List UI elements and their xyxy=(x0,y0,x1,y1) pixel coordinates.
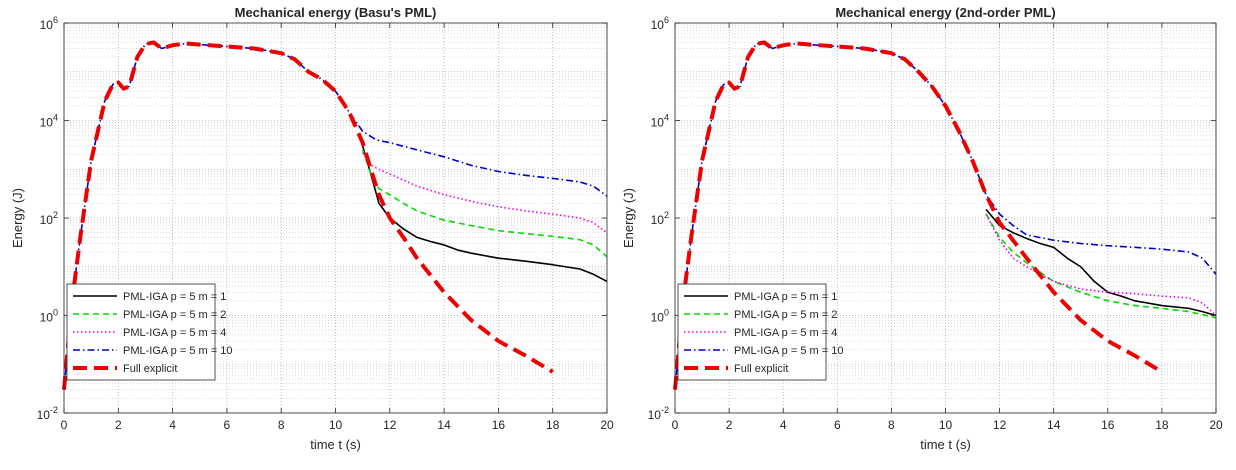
y-tick-label: 104 xyxy=(651,113,669,130)
chart-panel-1: 0 2 4 6 8 10 12 14 16 18 20 10-2 100 102 104 106 Mechani… xyxy=(10,5,614,452)
x-tick-label: 16 xyxy=(1101,418,1115,432)
legend-label-5: Full explicit xyxy=(734,363,788,375)
y-tick-label: 100 xyxy=(651,308,669,325)
chart-title: Mechanical energy (Basu's PML) xyxy=(235,5,437,20)
series-line-3 xyxy=(985,213,1217,317)
x-tick-label: 14 xyxy=(1047,418,1061,432)
legend-label-2: PML-IGA p = 5 m = 2 xyxy=(734,309,837,321)
x-tick-label: 18 xyxy=(1155,418,1169,432)
y-axis-label: Energy (J) xyxy=(10,188,25,248)
y-tick-label: 102 xyxy=(651,210,669,227)
legend-label-4: PML-IGA p = 5 m = 10 xyxy=(123,345,232,357)
y-tick-label: 10-2 xyxy=(648,405,669,422)
x-tick-label: 0 xyxy=(672,418,679,432)
x-tick-label: 4 xyxy=(780,418,787,432)
x-tick-label: 2 xyxy=(726,418,733,432)
series-line-2 xyxy=(985,213,1217,319)
x-axis-label: time t (s) xyxy=(310,437,361,452)
legend-label-3: PML-IGA p = 5 m = 4 xyxy=(123,327,226,339)
x-tick-label: 12 xyxy=(383,418,397,432)
series-line-5 xyxy=(62,40,554,390)
chart-title: Mechanical energy (2nd-order PML) xyxy=(835,5,1055,20)
y-tick-label: 102 xyxy=(40,210,58,227)
x-tick-label: 10 xyxy=(329,418,343,432)
series-line-1 xyxy=(985,208,1217,317)
y-axis-label: Energy (J) xyxy=(621,188,636,248)
y-tick-label: 100 xyxy=(40,308,58,325)
series-line-4 xyxy=(63,41,608,390)
x-tick-label: 12 xyxy=(993,418,1007,432)
legend: PML-IGA p = 5 m = 1 PML-IGA p = 5 m = 2 PM… xyxy=(66,283,232,381)
series-group xyxy=(62,40,608,390)
legend-box xyxy=(66,283,216,381)
legend-label-1: PML-IGA p = 5 m = 1 xyxy=(734,291,837,303)
series-line-1 xyxy=(361,145,608,283)
legend-label-1: PML-IGA p = 5 m = 1 xyxy=(123,291,226,303)
legend-label-3: PML-IGA p = 5 m = 4 xyxy=(734,327,837,339)
x-tick-label: 0 xyxy=(61,418,68,432)
x-tick-label: 18 xyxy=(546,418,560,432)
x-tick-label: 10 xyxy=(939,418,953,432)
x-tick-label: 6 xyxy=(224,418,231,432)
y-tick-label: 10-2 xyxy=(37,405,58,422)
x-axis-label: time t (s) xyxy=(920,437,971,452)
series-line-2 xyxy=(361,149,608,258)
series-group xyxy=(673,40,1217,390)
x-tick-label: 8 xyxy=(278,418,285,432)
chart-panel-2: 0 2 4 6 8 10 12 14 16 18 20 10-2 100 102 104 106 Mechani… xyxy=(621,5,1223,452)
legend-box xyxy=(677,283,827,381)
x-tick-label: 20 xyxy=(1209,418,1223,432)
legend-label-5: Full explicit xyxy=(123,363,177,375)
x-tick-label: 2 xyxy=(115,418,122,432)
y-tick-label: 106 xyxy=(651,15,669,32)
y-tick-label: 106 xyxy=(40,15,58,32)
x-tick-label: 20 xyxy=(600,418,614,432)
legend: PML-IGA p = 5 m = 1 PML-IGA p = 5 m = 2 PM… xyxy=(677,283,843,381)
x-tick-label: 16 xyxy=(492,418,506,432)
legend-label-2: PML-IGA p = 5 m = 2 xyxy=(123,309,226,321)
x-tick-label: 6 xyxy=(834,418,841,432)
grid xyxy=(674,22,1217,414)
series-line-5 xyxy=(673,40,1163,390)
x-tick-label: 4 xyxy=(169,418,176,432)
x-tick-label: 14 xyxy=(437,418,451,432)
legend-label-4: PML-IGA p = 5 m = 10 xyxy=(734,345,843,357)
series-line-3 xyxy=(361,152,608,234)
y-tick-label: 104 xyxy=(40,113,58,130)
x-tick-label: 8 xyxy=(888,418,895,432)
